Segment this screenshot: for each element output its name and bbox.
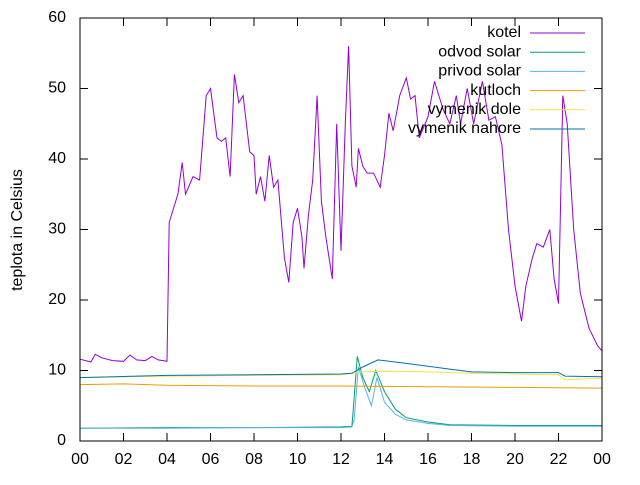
x-tick-label: 20 [506, 451, 524, 468]
y-tick-label: 20 [48, 291, 66, 308]
x-tick-label: 06 [202, 451, 220, 468]
x-tick-label: 02 [115, 451, 133, 468]
x-tick-label: 14 [376, 451, 394, 468]
series-line [80, 366, 602, 429]
legend-label: kutloch [470, 82, 521, 99]
x-tick-label: 12 [332, 451, 350, 468]
legend-label: privod solar [438, 63, 521, 80]
y-tick-label: 10 [48, 362, 66, 379]
plot-border [79, 17, 603, 442]
series-line [79, 370, 603, 381]
series-line [79, 359, 603, 379]
y-axis-label: teplota in Celsius [9, 169, 26, 291]
x-tick-label: 22 [550, 451, 568, 468]
y-tick-label: 40 [48, 150, 66, 167]
series-line [79, 383, 603, 389]
y-tick-label: 50 [48, 80, 66, 97]
legend-label: kotel [487, 24, 521, 41]
y-tick-label: 30 [48, 221, 66, 238]
legend-label: odvod solar [438, 43, 521, 60]
x-tick-label: 10 [289, 451, 307, 468]
x-tick-label: 08 [245, 451, 263, 468]
x-tick-label: 18 [463, 451, 481, 468]
x-tick-label: 16 [419, 451, 437, 468]
legend-label: vymenik nahore [408, 120, 521, 137]
series-line [79, 46, 603, 363]
x-tick-label: 00 [71, 451, 89, 468]
y-tick-label: 60 [48, 9, 66, 26]
x-tick-label: 00 [593, 451, 611, 468]
legend-label: vymenik dole [428, 101, 521, 118]
x-tick-label: 04 [158, 451, 176, 468]
y-tick-label: 0 [57, 432, 66, 449]
